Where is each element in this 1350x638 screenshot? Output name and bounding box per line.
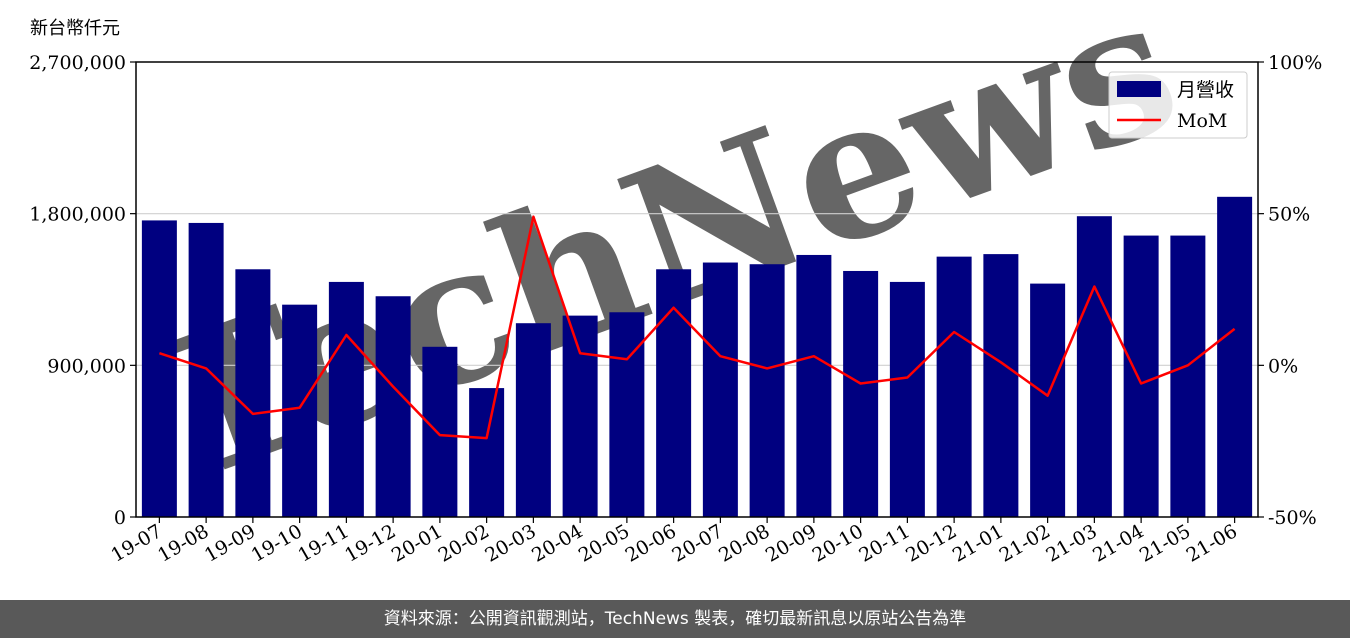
revenue-bar bbox=[422, 346, 458, 517]
plot-frame bbox=[135, 61, 1259, 518]
x-tick-label: 20-02 bbox=[435, 520, 493, 566]
axes bbox=[135, 61, 1259, 518]
x-tick-label: 20-11 bbox=[855, 520, 913, 566]
legend-label-revenue: 月營收 bbox=[1177, 79, 1234, 101]
right-tick-label: -50% bbox=[1268, 507, 1317, 529]
x-tick-label: 19-11 bbox=[294, 520, 352, 566]
x-tick-label: 21-04 bbox=[1089, 520, 1147, 566]
revenue-bar bbox=[702, 262, 738, 517]
x-tick-label: 21-01 bbox=[949, 520, 1007, 566]
source-footer: 資料來源：公開資訊觀測站，TechNews 製表，確切最新訊息以原站公告為準 bbox=[0, 600, 1350, 638]
revenue-bar bbox=[141, 220, 177, 517]
x-tick-label: 21-03 bbox=[1042, 520, 1100, 566]
x-tick-label: 20-10 bbox=[809, 520, 867, 566]
y-axis-unit-label: 新台幣仟元 bbox=[30, 18, 120, 39]
x-tick-label: 20-05 bbox=[575, 520, 633, 566]
revenue-bar bbox=[889, 281, 925, 517]
x-tick-label: 20-06 bbox=[622, 520, 680, 566]
x-tick-label: 20-01 bbox=[388, 520, 446, 566]
revenue-bar bbox=[328, 281, 364, 517]
revenue-bar bbox=[1217, 196, 1253, 517]
left-tick-label: 900,000 bbox=[47, 355, 126, 377]
revenue-bar bbox=[515, 323, 551, 517]
revenue-bar bbox=[843, 270, 879, 517]
x-tick-label: 20-07 bbox=[668, 520, 726, 566]
revenue-bar bbox=[749, 264, 785, 517]
revenue-bar bbox=[609, 312, 645, 517]
revenue-bar bbox=[375, 296, 411, 517]
x-tick-label: 19-10 bbox=[248, 520, 306, 566]
x-tick-label: 21-05 bbox=[1136, 520, 1194, 566]
x-tick-label: 19-08 bbox=[154, 520, 212, 566]
chart-legend: 月營收 MoM bbox=[1108, 71, 1248, 139]
x-tick-label: 20-08 bbox=[715, 520, 773, 566]
revenue-bar bbox=[796, 254, 832, 517]
legend-bar-swatch bbox=[1117, 81, 1161, 97]
x-tick-label: 20-12 bbox=[902, 520, 960, 566]
left-axis-ticks: 0 900,000 1,800,000 2,700,000 bbox=[29, 52, 136, 529]
left-tick-label: 0 bbox=[114, 507, 126, 529]
revenue-bar bbox=[469, 388, 505, 517]
x-tick-label: 19-12 bbox=[341, 520, 399, 566]
x-axis-ticks: 19-0719-0819-0919-1019-1119-1220-0120-02… bbox=[107, 517, 1241, 567]
revenue-bar bbox=[282, 304, 318, 517]
revenue-bar bbox=[235, 269, 271, 517]
revenue-bar bbox=[656, 269, 692, 517]
grid-lines bbox=[136, 213, 1258, 366]
right-tick-label: 50% bbox=[1268, 204, 1310, 226]
left-tick-label: 1,800,000 bbox=[29, 204, 126, 226]
x-tick-label: 20-09 bbox=[762, 520, 820, 566]
mom-line bbox=[159, 215, 1236, 440]
revenue-bar bbox=[983, 254, 1019, 517]
revenue-bar bbox=[936, 256, 972, 517]
right-axis-ticks: -50% 0% 50% 100% bbox=[1258, 52, 1322, 529]
mom-series-line bbox=[159, 215, 1236, 440]
x-tick-label: 21-06 bbox=[1183, 520, 1241, 566]
revenue-bar bbox=[1030, 283, 1066, 517]
x-tick-label: 19-09 bbox=[201, 520, 259, 566]
x-tick-label: 20-03 bbox=[481, 520, 539, 566]
left-tick-label: 2,700,000 bbox=[29, 52, 126, 74]
revenue-bar bbox=[1170, 235, 1206, 517]
right-tick-label: 0% bbox=[1268, 355, 1298, 377]
right-tick-label: 100% bbox=[1268, 52, 1322, 74]
revenue-bar bbox=[1123, 235, 1159, 517]
revenue-bar bbox=[1076, 216, 1112, 517]
revenue-bar bbox=[562, 315, 598, 517]
legend-label-mom: MoM bbox=[1177, 110, 1227, 132]
x-tick-label: 20-04 bbox=[528, 520, 586, 566]
x-tick-label: 21-02 bbox=[996, 520, 1054, 566]
